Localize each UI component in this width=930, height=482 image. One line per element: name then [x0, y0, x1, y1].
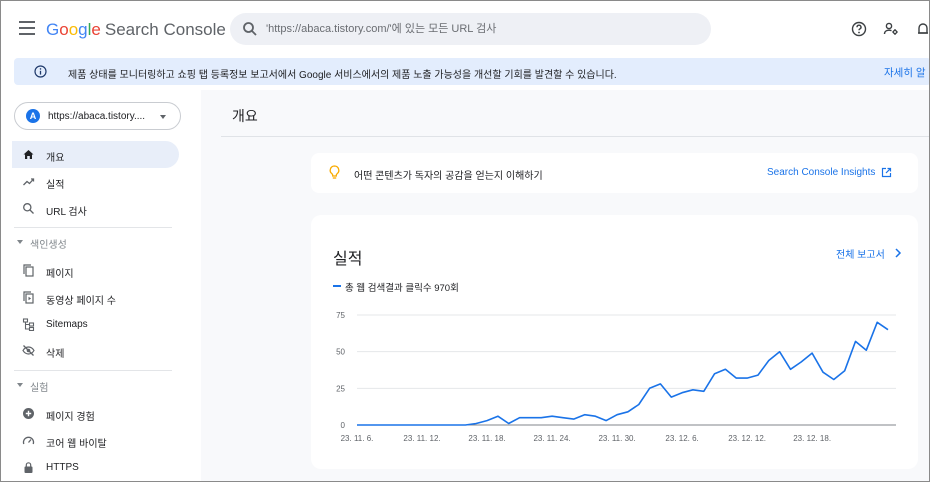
- x-tick-label: 23. 11. 18.: [468, 434, 505, 443]
- logo-letter: o: [59, 20, 69, 39]
- sidebar-item-label: 페이지: [46, 269, 74, 280]
- search-console-insights-link[interactable]: Search Console Insights: [767, 167, 876, 178]
- performance-title: 실적: [333, 251, 363, 268]
- chevron-down-icon: [17, 240, 23, 244]
- sidebar-item-pages[interactable]: 페이지: [12, 257, 179, 284]
- chevron-down-icon: [17, 383, 23, 387]
- page-title: 개요: [232, 108, 258, 124]
- title-divider: [221, 136, 929, 137]
- logo-letter: o: [68, 20, 79, 39]
- sitemap-icon: [22, 318, 35, 331]
- series-line-clicks: [357, 321, 889, 426]
- sidebar-item-removals[interactable]: 삭제: [12, 337, 179, 364]
- x-tick-label: 23. 11. 30.: [598, 434, 635, 443]
- sidebar-item-label: 실적: [46, 180, 65, 191]
- legend-swatch: [333, 285, 341, 287]
- manage-users-icon[interactable]: [883, 21, 899, 37]
- legend-label: 총 웹 검색결과 클릭수 970회: [345, 283, 459, 294]
- sidebar-item-label: URL 검사: [46, 207, 87, 218]
- sidebar-item-https[interactable]: HTTPS: [12, 454, 179, 481]
- sidebar-item-label: 삭제: [46, 349, 65, 360]
- sidebar-item-label: 코어 웹 바이탈: [46, 439, 107, 450]
- y-tick-label: 0: [341, 421, 346, 430]
- banner-learn-more-link[interactable]: 자세히 알: [884, 67, 926, 79]
- notifications-icon[interactable]: [915, 21, 930, 37]
- x-tick-label: 23. 12. 12.: [728, 434, 766, 443]
- x-tick-label: 23. 12. 6.: [665, 434, 698, 443]
- open-in-new-icon[interactable]: [881, 167, 892, 178]
- video-pages-icon: [23, 291, 34, 304]
- sidebar-item-video-pages[interactable]: 동영상 페이지 수: [12, 284, 179, 311]
- sidebar-item-page-experience[interactable]: 페이지 경험: [12, 400, 179, 427]
- help-icon[interactable]: [851, 21, 867, 37]
- y-tick-label: 50: [336, 348, 345, 357]
- url-inspection-search[interactable]: [230, 13, 711, 45]
- speed-icon: [22, 436, 35, 445]
- insights-text: 어떤 콘텐츠가 독자의 공감을 얻는지 이해하기: [354, 171, 543, 182]
- x-tick-label: 23. 11. 12.: [403, 434, 440, 443]
- insights-card: 어떤 콘텐츠가 독자의 공감을 얻는지 이해하기 Search Console …: [311, 153, 918, 193]
- section-indexing-label: 색인생성: [30, 240, 67, 251]
- x-tick-label: 23. 11. 24.: [533, 434, 570, 443]
- chevron-down-icon: [160, 115, 166, 119]
- product-name: Search Console: [104, 20, 226, 39]
- top-bar: Google Search Console: [1, 1, 930, 57]
- home-icon: [23, 150, 34, 159]
- logo-letter: l: [87, 20, 92, 39]
- sidebar-item-label: 페이지 경험: [46, 412, 95, 423]
- visibility-off-icon: [22, 345, 35, 356]
- logo-letter: e: [91, 20, 101, 39]
- search-input[interactable]: [266, 19, 696, 39]
- sidebar-divider: [14, 370, 172, 371]
- search-console-logo[interactable]: Google Search Console: [46, 20, 226, 40]
- sidebar-item-label: Sitemaps: [46, 319, 88, 330]
- info-icon: [34, 65, 47, 78]
- chevron-right-icon[interactable]: [894, 248, 902, 258]
- trending-up-icon: [23, 178, 35, 186]
- search-icon: [23, 203, 34, 214]
- sidebar-item-sitemaps[interactable]: Sitemaps: [12, 311, 179, 338]
- property-url: https://abaca.tistory....: [48, 111, 146, 122]
- search-icon: [243, 22, 257, 36]
- sidebar-item-core-web-vitals[interactable]: 코어 웹 바이탈: [12, 427, 179, 454]
- sidebar-item-overview[interactable]: 개요: [12, 141, 179, 168]
- full-report-link[interactable]: 전체 보고서: [836, 250, 885, 261]
- section-experience-label: 실험: [30, 383, 49, 394]
- clicks-line-chart: 0 25 50 75 23. 11. 6. 23. 11. 12. 23. 11. 18. 2…: [336, 311, 896, 443]
- lightbulb-icon: [329, 165, 340, 179]
- property-selector[interactable]: A https://abaca.tistory....: [14, 102, 181, 130]
- logo-letter: G: [46, 20, 60, 39]
- banner-message: 제품 상태를 모니터링하고 쇼핑 탭 등록정보 보고서에서 Google 서비스…: [68, 70, 617, 81]
- sidebar-item-label: 동영상 페이지 수: [46, 296, 116, 307]
- y-tick-label: 25: [336, 384, 345, 393]
- sidebar-item-performance[interactable]: 실적: [12, 168, 179, 195]
- sidebar-item-url-inspection[interactable]: URL 검사: [12, 195, 179, 222]
- plus-circle-icon: [23, 408, 34, 419]
- y-tick-label: 75: [336, 311, 345, 320]
- x-tick-label: 23. 11. 6.: [341, 434, 374, 443]
- x-tick-label: 23. 12. 18.: [793, 434, 831, 443]
- logo-letter: g: [78, 20, 88, 39]
- performance-card: 실적 전체 보고서 총 웹 검색결과 클릭수 970회 0 25 50 75 23. 1…: [311, 215, 918, 469]
- pages-icon: [23, 264, 34, 277]
- sidebar-item-label: 개요: [46, 153, 65, 164]
- info-banner: 제품 상태를 모니터링하고 쇼핑 탭 등록정보 보고서에서 Google 서비스…: [14, 58, 929, 85]
- menu-icon[interactable]: [19, 21, 35, 35]
- sidebar-item-label: HTTPS: [46, 462, 79, 473]
- property-badge-icon: A: [26, 109, 40, 123]
- sidebar-divider: [14, 227, 172, 228]
- lock-icon: [24, 462, 33, 473]
